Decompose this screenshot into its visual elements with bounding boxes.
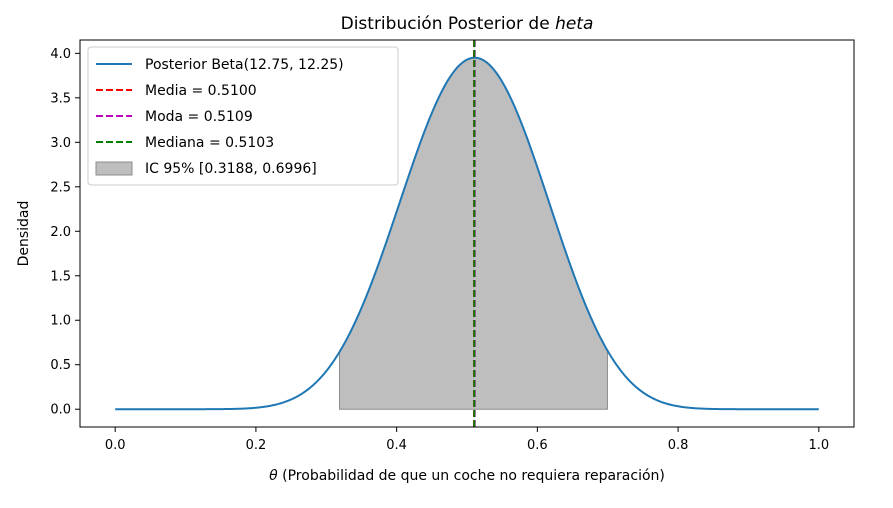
y-tick-label: 2.5 — [50, 180, 71, 195]
legend-item: IC 95% [0.3188, 0.6996] — [95, 161, 317, 177]
y-axis-label: Densidad — [16, 201, 32, 267]
x-tick-label: 1.0 — [808, 438, 829, 453]
x-tick-label: 0.8 — [668, 438, 689, 453]
legend-swatch — [95, 161, 133, 176]
y-tick-label: 3.0 — [50, 136, 71, 151]
y-tick-label: 1.5 — [50, 269, 71, 284]
legend-item: Media = 0.5100 — [96, 83, 257, 99]
y-tick-label: 2.0 — [50, 225, 71, 240]
posterior-curve — [115, 56, 819, 411]
legend-item: Posterior Beta(12.75, 12.25) — [96, 57, 344, 73]
legend-label: Mediana = 0.5103 — [145, 135, 274, 151]
y-tick-label: 3.5 — [50, 91, 71, 106]
y-tick-label: 1.0 — [50, 314, 71, 329]
legend-label: Moda = 0.5109 — [145, 109, 253, 125]
legend: Posterior Beta(12.75, 12.25) Media = 0.51… — [87, 46, 399, 186]
chart-title: Distribución Posterior de heta — [341, 14, 594, 34]
x-tick-label: 0.6 — [527, 438, 548, 453]
y-tick-label: 0.5 — [50, 358, 71, 373]
x-axis: 0.0 0.2 0.4 0.6 0.8 1.0 — [105, 427, 829, 453]
legend-item: Moda = 0.5109 — [96, 109, 253, 125]
plot-layer — [115, 40, 819, 427]
legend-label: Posterior Beta(12.75, 12.25) — [145, 57, 344, 73]
legend-label: IC 95% [0.3188, 0.6996] — [145, 161, 317, 177]
x-tick-label: 0.0 — [105, 438, 126, 453]
legend-box — [87, 46, 399, 186]
legend-label: Media = 0.5100 — [145, 83, 257, 99]
y-axis: 0.0 0.5 1.0 1.5 2.0 2.5 3.0 3.5 4.0 — [50, 47, 80, 418]
y-tick-label: 0.0 — [50, 403, 71, 418]
legend-item: Mediana = 0.5103 — [96, 135, 274, 151]
plot-frame — [79, 39, 855, 428]
x-axis-label: θ (Probabilidad de que un coche no requi… — [269, 468, 665, 484]
y-tick-label: 4.0 — [50, 47, 71, 62]
x-tick-label: 0.4 — [386, 438, 407, 453]
x-tick-label: 0.2 — [246, 438, 267, 453]
